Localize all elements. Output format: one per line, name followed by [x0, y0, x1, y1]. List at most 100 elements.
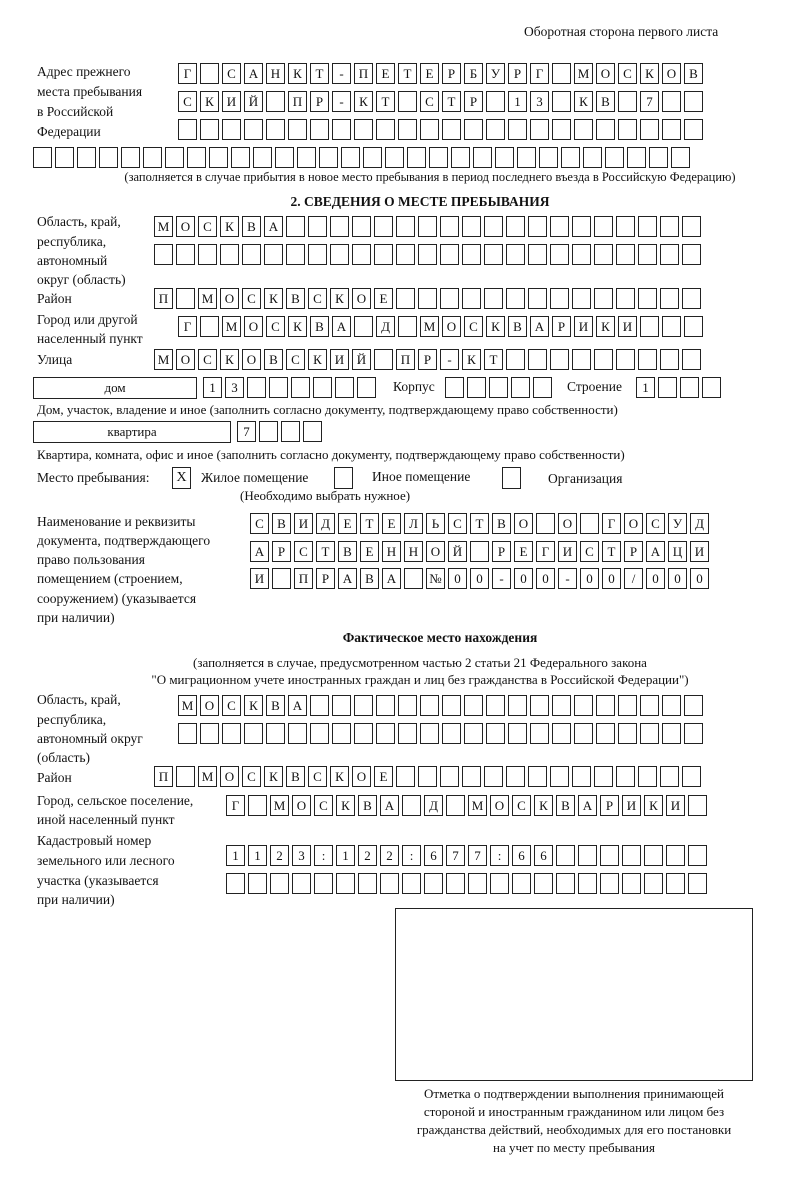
char-cell[interactable]	[506, 766, 525, 787]
char-cell[interactable]	[594, 216, 613, 237]
char-cell[interactable]	[550, 349, 569, 370]
char-cell[interactable]: Е	[420, 63, 439, 84]
char-cell[interactable]	[418, 766, 437, 787]
char-cell[interactable]: О	[514, 513, 533, 534]
char-cell[interactable]	[662, 695, 681, 716]
char-cell[interactable]	[248, 795, 267, 816]
char-cell[interactable]	[396, 216, 415, 237]
char-cell[interactable]: Р	[442, 63, 461, 84]
char-cell[interactable]: У	[486, 63, 505, 84]
char-cell[interactable]: 7	[640, 91, 659, 112]
char-cell[interactable]	[176, 288, 195, 309]
char-cell[interactable]	[297, 147, 316, 168]
char-cell[interactable]	[418, 244, 437, 265]
char-cell[interactable]: А	[244, 63, 263, 84]
char-cell[interactable]: С	[308, 766, 327, 787]
char-cell[interactable]	[666, 845, 685, 866]
char-cell[interactable]: К	[640, 63, 659, 84]
char-cell[interactable]	[420, 723, 439, 744]
char-cell[interactable]	[594, 766, 613, 787]
char-cell[interactable]: С	[222, 695, 241, 716]
char-cell[interactable]: Н	[382, 541, 401, 562]
char-cell[interactable]	[530, 119, 549, 140]
char-cell[interactable]: С	[222, 63, 241, 84]
char-cell[interactable]: Е	[374, 288, 393, 309]
char-cell[interactable]	[638, 216, 657, 237]
char-cell[interactable]	[552, 723, 571, 744]
char-cell[interactable]	[660, 244, 679, 265]
char-cell[interactable]: А	[250, 541, 269, 562]
char-cell[interactable]: О	[352, 288, 371, 309]
char-cell[interactable]	[398, 91, 417, 112]
char-cell[interactable]	[200, 316, 219, 337]
char-cell[interactable]: О	[176, 216, 195, 237]
char-cell[interactable]: 2	[358, 845, 377, 866]
char-cell[interactable]	[473, 147, 492, 168]
char-cell[interactable]: С	[314, 795, 333, 816]
char-cell[interactable]	[556, 845, 575, 866]
char-cell[interactable]	[572, 216, 591, 237]
char-cell[interactable]: В	[264, 349, 283, 370]
char-cell[interactable]: С	[294, 541, 313, 562]
char-cell[interactable]	[574, 695, 593, 716]
char-cell[interactable]	[618, 723, 637, 744]
char-cell[interactable]	[275, 147, 294, 168]
char-cell[interactable]: Н	[266, 63, 285, 84]
char-cell[interactable]	[291, 377, 310, 398]
char-cell[interactable]	[574, 723, 593, 744]
char-cell[interactable]	[578, 845, 597, 866]
char-cell[interactable]: С	[286, 349, 305, 370]
char-cell[interactable]: Т	[442, 91, 461, 112]
char-cell[interactable]: 0	[690, 568, 709, 589]
char-cell[interactable]	[244, 723, 263, 744]
char-cell[interactable]	[178, 119, 197, 140]
char-cell[interactable]: Т	[602, 541, 621, 562]
char-cell[interactable]: М	[154, 216, 173, 237]
char-cell[interactable]	[165, 147, 184, 168]
char-cell[interactable]: Д	[376, 316, 395, 337]
char-cell[interactable]: К	[220, 349, 239, 370]
char-cell[interactable]	[187, 147, 206, 168]
char-cell[interactable]	[332, 119, 351, 140]
char-cell[interactable]: С	[242, 288, 261, 309]
char-cell[interactable]: С	[178, 91, 197, 112]
char-cell[interactable]: 7	[468, 845, 487, 866]
char-cell[interactable]	[486, 91, 505, 112]
char-cell[interactable]	[336, 873, 355, 894]
char-cell[interactable]: В	[492, 513, 511, 534]
char-cell[interactable]	[222, 723, 241, 744]
char-cell[interactable]	[517, 147, 536, 168]
char-cell[interactable]: С	[308, 288, 327, 309]
char-cell[interactable]	[248, 873, 267, 894]
char-cell[interactable]	[77, 147, 96, 168]
char-cell[interactable]	[596, 695, 615, 716]
char-cell[interactable]: 1	[248, 845, 267, 866]
char-cell[interactable]	[332, 695, 351, 716]
char-cell[interactable]	[660, 216, 679, 237]
char-cell[interactable]	[528, 766, 547, 787]
char-cell[interactable]	[420, 119, 439, 140]
char-cell[interactable]	[335, 377, 354, 398]
char-cell[interactable]	[682, 244, 701, 265]
char-cell[interactable]: О	[200, 695, 219, 716]
char-cell[interactable]	[396, 766, 415, 787]
char-cell[interactable]	[486, 723, 505, 744]
char-cell[interactable]: А	[332, 316, 351, 337]
char-cell[interactable]: О	[220, 288, 239, 309]
char-cell[interactable]	[616, 349, 635, 370]
char-cell[interactable]	[176, 766, 195, 787]
char-cell[interactable]	[489, 377, 508, 398]
char-cell[interactable]: Е	[382, 513, 401, 534]
char-cell[interactable]	[442, 723, 461, 744]
char-cell[interactable]	[270, 873, 289, 894]
char-cell[interactable]	[288, 723, 307, 744]
char-cell[interactable]: В	[310, 316, 329, 337]
char-cell[interactable]: С	[198, 349, 217, 370]
char-cell[interactable]	[605, 147, 624, 168]
char-cell[interactable]	[376, 119, 395, 140]
char-cell[interactable]	[530, 723, 549, 744]
char-cell[interactable]	[662, 91, 681, 112]
char-cell[interactable]: Е	[376, 63, 395, 84]
char-cell[interactable]: К	[354, 91, 373, 112]
char-cell[interactable]	[402, 873, 421, 894]
